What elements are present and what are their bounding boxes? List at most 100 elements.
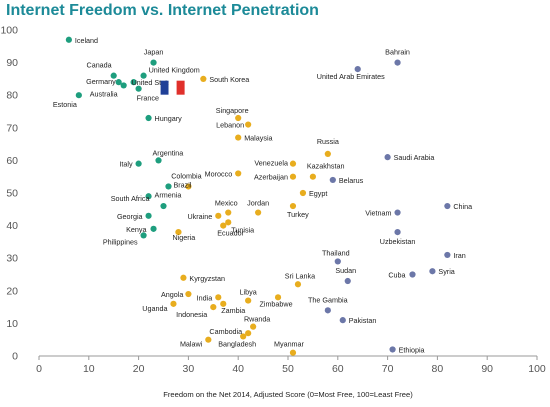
point-kyrgyzstan [180, 274, 187, 281]
point-italy [135, 160, 142, 167]
point-hungary [145, 114, 152, 122]
label-cuba: Cuba [388, 271, 405, 280]
point-south-korea [200, 75, 207, 82]
x-tick-label: 70 [382, 363, 394, 375]
point-rwanda [250, 323, 257, 330]
label-georgia: Georgia [117, 212, 143, 221]
point-iran [444, 251, 451, 259]
label-india: India [197, 293, 213, 302]
label-myanmar: Myanmar [274, 340, 305, 349]
point-singapore [235, 114, 242, 122]
point-libya [245, 297, 252, 304]
point-lebanon [245, 121, 252, 128]
x-axis-label: Freedom on the Net 2014, Adjusted Score … [163, 390, 413, 399]
point-estonia [75, 92, 82, 99]
x-tick-label: 50 [282, 363, 294, 375]
point-mexico [225, 209, 232, 216]
label-thailand: Thailand [322, 248, 350, 257]
label-united-states: United States [132, 78, 176, 87]
label-zimbabwe: Zimbabwe [259, 299, 292, 308]
point-myanmar [289, 349, 297, 356]
label-rwanda: Rwanda [244, 315, 270, 324]
label-ethiopia: Ethiopia [399, 345, 425, 354]
point-argentina [155, 157, 162, 164]
point-france [135, 85, 142, 92]
point-japan [150, 59, 157, 66]
label-kenya: Kenya [126, 225, 146, 234]
label-the-gambia: The Gambia [308, 295, 348, 304]
x-tick-label: 20 [133, 363, 145, 375]
label-venezuela: Venezuela [254, 159, 288, 168]
label-malaysia: Malaysia [244, 134, 272, 143]
point-russia [324, 150, 331, 157]
x-tick-label: 90 [481, 363, 493, 375]
flag-red-band [176, 80, 185, 95]
point-china [444, 202, 451, 210]
x-tick-label: 30 [183, 363, 195, 375]
point-syria [429, 268, 436, 275]
label-turkey: Turkey [287, 210, 309, 219]
point-sri-lanka [294, 281, 302, 288]
label-cambodia: Cambodia [209, 327, 242, 336]
y-tick-label: 50 [6, 188, 18, 200]
label-russia: Russia [317, 137, 339, 146]
point-colombia [185, 183, 192, 190]
label-canada: Canada [87, 61, 112, 70]
y-tick-label: 90 [6, 57, 18, 69]
label-uzbekistan: Uzbekistan [380, 237, 416, 246]
label-kyrgyzstan: Kyrgyzstan [189, 274, 225, 283]
point-bahrain [394, 59, 401, 66]
label-united-arab-emirates: United Arab Emirates [317, 72, 385, 81]
label-indonesia: Indonesia [176, 310, 207, 319]
label-south-korea: South Korea [209, 75, 249, 84]
point-the-gambia [324, 307, 331, 314]
point-ecuador [220, 222, 227, 229]
label-vietnam: Vietnam [365, 209, 391, 218]
x-tick-label: 40 [232, 363, 244, 375]
label-colombia: Colombia [171, 171, 201, 180]
y-tick-label: 70 [6, 122, 18, 134]
label-morocco: Morocco [205, 169, 233, 178]
point-nigeria [175, 229, 182, 236]
label-china: China [453, 202, 472, 211]
y-tick-label: 30 [6, 253, 18, 265]
point-malawi [205, 336, 212, 343]
point-united-arab-emirates [354, 66, 361, 73]
point-venezuela [289, 160, 297, 167]
chart-title: Internet Freedom vs. Internet Penetratio… [6, 2, 319, 19]
point-cuba [409, 271, 416, 278]
point-philippines [140, 232, 147, 239]
point-vietnam [394, 209, 401, 216]
label-italy: Italy [119, 160, 133, 169]
label-uganda: Uganda [142, 304, 167, 313]
point-pakistan [339, 317, 346, 324]
point-zimbabwe [274, 294, 282, 301]
point-india [215, 294, 222, 301]
label-mexico: Mexico [215, 199, 238, 208]
point-indonesia [210, 304, 217, 311]
label-germany: Germany [86, 77, 116, 86]
point-germany [115, 79, 122, 86]
label-zambia: Zambia [221, 306, 245, 315]
label-nigeria: Nigeria [172, 233, 195, 242]
point-ethiopia [389, 346, 396, 353]
point-bangladesh [240, 333, 247, 340]
point-brazil [165, 183, 172, 190]
x-tick-label: 100 [528, 363, 546, 375]
label-south-africa: South Africa [111, 194, 150, 203]
label-australia: Australia [90, 89, 118, 98]
label-sudan: Sudan [335, 266, 356, 275]
y-tick-label: 80 [6, 90, 18, 102]
x-tick-label: 10 [83, 363, 95, 375]
y-tick-label: 60 [6, 155, 18, 167]
label-singapore: Singapore [216, 106, 249, 115]
label-armenia: Armenia [155, 190, 182, 199]
label-pakistan: Pakistan [349, 316, 377, 325]
x-tick-label: 80 [432, 363, 444, 375]
point-australia [120, 82, 127, 89]
label-france: France [137, 94, 159, 103]
france-flag-icon [160, 80, 185, 95]
point-sudan [344, 277, 351, 285]
label-bangladesh: Bangladesh [218, 339, 256, 348]
